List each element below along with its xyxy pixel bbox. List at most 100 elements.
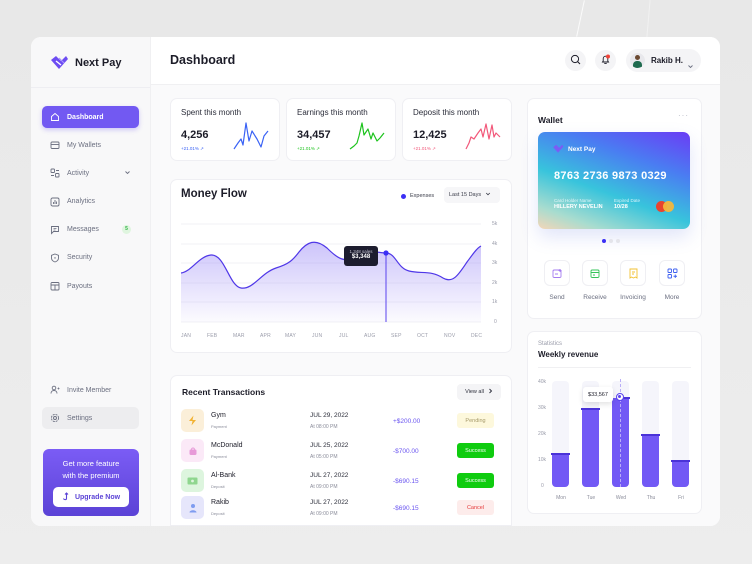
bar-thu[interactable] bbox=[642, 435, 659, 487]
upgrade-now-button[interactable]: Upgrade Now bbox=[53, 487, 129, 507]
sidebar-item-settings[interactable]: Settings bbox=[42, 407, 139, 429]
sidebar-item-security[interactable]: Security bbox=[42, 247, 139, 269]
send-action[interactable]: Send bbox=[544, 260, 570, 301]
view-all-button[interactable]: View all bbox=[457, 384, 501, 400]
mastercard-icon bbox=[663, 201, 674, 212]
transaction-row[interactable]: Rakib Deposit JUL 27, 2022 At 09:00 PM -… bbox=[181, 496, 501, 520]
sidebar-bottom-nav: Invite Member Settings bbox=[42, 379, 139, 435]
action-label: Receive bbox=[583, 294, 607, 301]
bar-tooltip: $33,567 bbox=[583, 387, 613, 402]
sidebar-item-dashboard[interactable]: Dashboard bbox=[42, 106, 139, 128]
status-badge-cancel: Cancel bbox=[457, 500, 494, 515]
analytics-icon bbox=[50, 197, 60, 207]
pagination-dot[interactable] bbox=[602, 239, 606, 243]
card-brand-name: Next Pay bbox=[568, 145, 596, 153]
sidebar-item-label: My Wallets bbox=[67, 141, 101, 149]
card-pagination bbox=[602, 239, 620, 243]
sidebar-item-analytics[interactable]: Analytics bbox=[42, 191, 139, 213]
more-options-icon[interactable]: ··· bbox=[678, 111, 689, 120]
y-tick: 0 bbox=[494, 319, 497, 325]
stat-title: Spent this month bbox=[181, 108, 242, 117]
money-flow-chart bbox=[181, 223, 482, 323]
sidebar-item-invite-member[interactable]: Invite Member bbox=[42, 379, 139, 401]
bar-cap bbox=[551, 453, 570, 455]
transaction-time: At 09:00 PM bbox=[310, 511, 338, 517]
more-action[interactable]: More bbox=[659, 260, 685, 301]
grid-plus-icon[interactable] bbox=[659, 260, 685, 286]
date-range-value: Last 15 Days bbox=[449, 192, 482, 198]
status-badge-success: Success bbox=[457, 443, 494, 458]
tooltip-amount: $3,348 bbox=[351, 254, 371, 260]
mastercard-icon bbox=[656, 201, 667, 212]
chevron-down-icon bbox=[485, 191, 491, 199]
stat-card-deposit: Deposit this month 12,425 +21.01% ↗ bbox=[402, 98, 512, 161]
legend-dot-icon bbox=[401, 193, 406, 199]
sidebar-item-messages[interactable]: Messages 5 bbox=[42, 219, 139, 241]
transaction-row[interactable]: McDonald Payment JUL 25, 2022 At 05:00 P… bbox=[181, 439, 501, 463]
pagination-dot[interactable] bbox=[609, 239, 613, 243]
x-tick: JUN bbox=[312, 333, 323, 339]
sidebar-item-label: Security bbox=[67, 254, 93, 262]
stat-change: +21.01% ↗ bbox=[413, 146, 436, 151]
wallet-card: Wallet ··· Next Pay 8763 2736 9873 0329 … bbox=[527, 98, 702, 319]
sidebar-item-my-wallets[interactable]: My Wallets bbox=[42, 134, 139, 156]
sidebar-item-label: Payouts bbox=[67, 282, 93, 290]
shopping-bag-icon bbox=[181, 439, 204, 462]
notifications-button[interactable] bbox=[595, 50, 616, 71]
transaction-type: Payment bbox=[211, 454, 227, 459]
page-title: Dashboard bbox=[170, 53, 236, 67]
app-window: Next Pay Dashboard My Wallets Activity A… bbox=[31, 37, 720, 526]
credit-card[interactable]: Next Pay 8763 2736 9873 0329 Card Holder… bbox=[538, 132, 690, 229]
money-flow-title: Money Flow bbox=[181, 188, 247, 200]
pagination-dot[interactable] bbox=[616, 239, 620, 243]
user-menu[interactable]: Rakib H. bbox=[626, 49, 701, 72]
brand-logo[interactable]: Next Pay bbox=[49, 55, 121, 71]
weekly-revenue-card: Statistics Weekly revenue 40k 30k 20k 10… bbox=[527, 331, 702, 514]
bar-cap bbox=[641, 434, 660, 436]
main-content: Dashboard Rakib H. Spent this month 4,25… bbox=[151, 37, 720, 526]
money-flow-card: Money Flow Expenses Last 15 Days bbox=[170, 179, 512, 353]
transaction-type: Deposit bbox=[211, 511, 225, 516]
card-holder-label: Card Holder Name bbox=[554, 198, 592, 203]
x-tick: Wed bbox=[615, 495, 627, 501]
y-tick: 0 bbox=[541, 483, 544, 489]
y-tick: 4k bbox=[492, 241, 498, 247]
transaction-time: At 05:00 PM bbox=[310, 454, 338, 460]
stat-change: +21.01% ↗ bbox=[181, 146, 204, 151]
receive-action[interactable]: Receive bbox=[582, 260, 608, 301]
bar-tue[interactable] bbox=[582, 409, 599, 487]
bar-cap bbox=[671, 460, 690, 462]
sidebar-item-payouts[interactable]: Payouts bbox=[42, 275, 139, 297]
avatar bbox=[630, 53, 645, 68]
x-tick: NOV bbox=[444, 333, 456, 339]
weekly-revenue-subtitle: Statistics bbox=[538, 341, 563, 347]
sidebar-item-activity[interactable]: Activity bbox=[42, 162, 139, 184]
transaction-row[interactable]: Al-Bank Deposit JUL 27, 2022 At 09:00 PM… bbox=[181, 469, 501, 493]
stat-title: Earnings this month bbox=[297, 108, 368, 117]
receive-icon[interactable] bbox=[582, 260, 608, 286]
x-tick: MAR bbox=[233, 333, 245, 339]
search-button[interactable] bbox=[565, 50, 586, 71]
bar-mon[interactable] bbox=[552, 454, 569, 487]
bar-fri[interactable] bbox=[672, 461, 689, 487]
date-range-select[interactable]: Last 15 Days bbox=[444, 187, 500, 203]
transaction-type: Deposit bbox=[211, 484, 225, 489]
card-expiry-label: Expired Date bbox=[614, 198, 641, 203]
y-tick: 3k bbox=[492, 260, 498, 266]
x-tick: Mon bbox=[556, 495, 566, 501]
sidebar-item-label: Dashboard bbox=[67, 113, 104, 121]
card-number: 8763 2736 9873 0329 bbox=[554, 170, 667, 182]
invoice-icon[interactable] bbox=[620, 260, 646, 286]
transaction-row[interactable]: Gym Payment JUL 29, 2022 At 08:00 PM +$2… bbox=[181, 409, 501, 433]
legend-label: Expenses bbox=[410, 193, 435, 199]
action-label: Send bbox=[549, 294, 565, 301]
send-icon[interactable] bbox=[544, 260, 570, 286]
x-tick: FEB bbox=[207, 333, 218, 339]
x-tick: APR bbox=[260, 333, 271, 339]
invoicing-action[interactable]: Invoicing bbox=[620, 260, 646, 301]
x-tick: MAY bbox=[285, 333, 297, 339]
hover-point bbox=[616, 393, 624, 401]
divider bbox=[538, 367, 691, 368]
activity-icon bbox=[50, 168, 60, 178]
shield-icon bbox=[50, 253, 60, 263]
